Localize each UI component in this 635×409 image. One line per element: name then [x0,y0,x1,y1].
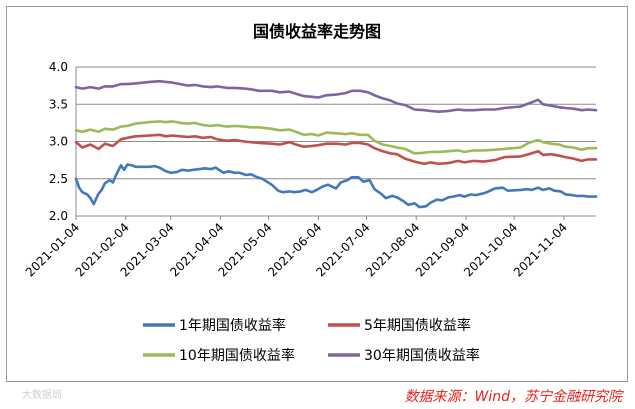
legend-label-1y: 1年期国债收益率 [179,317,286,334]
series-line-10y [74,120,598,155]
y-tick-label: 2.5 [49,172,68,186]
gridlines [76,66,596,180]
series-line-1y [74,163,598,209]
y-tick-label: 2.0 [49,209,68,223]
axes: 4.03.53.02.52.02021-01-042021-02-042021-… [23,60,596,279]
chart-title: 国债收益率走势图 [253,22,381,41]
watermark: 大数据局 [22,388,62,401]
legend-label-10y: 10年期国债收益率 [179,347,295,364]
series-line-5y [74,133,598,166]
series-lines [74,79,598,209]
legend: 1年期国债收益率 5年期国债收益率 10年期国债收益率 30年期国债收益率 [143,317,480,364]
y-tick-label: 4.0 [49,60,68,74]
y-tick-label: 3.5 [49,97,68,111]
x-tick-label: 2021-11-04 [511,220,570,279]
series-line-30y [74,79,598,113]
source-label: 数据来源：Wind，苏宁金融研究院 [405,389,624,405]
y-tick-label: 3.0 [49,135,68,149]
legend-label-30y: 30年期国债收益率 [364,347,480,364]
legend-label-5y: 5年期国债收益率 [364,317,471,334]
chart-frame [6,6,628,382]
